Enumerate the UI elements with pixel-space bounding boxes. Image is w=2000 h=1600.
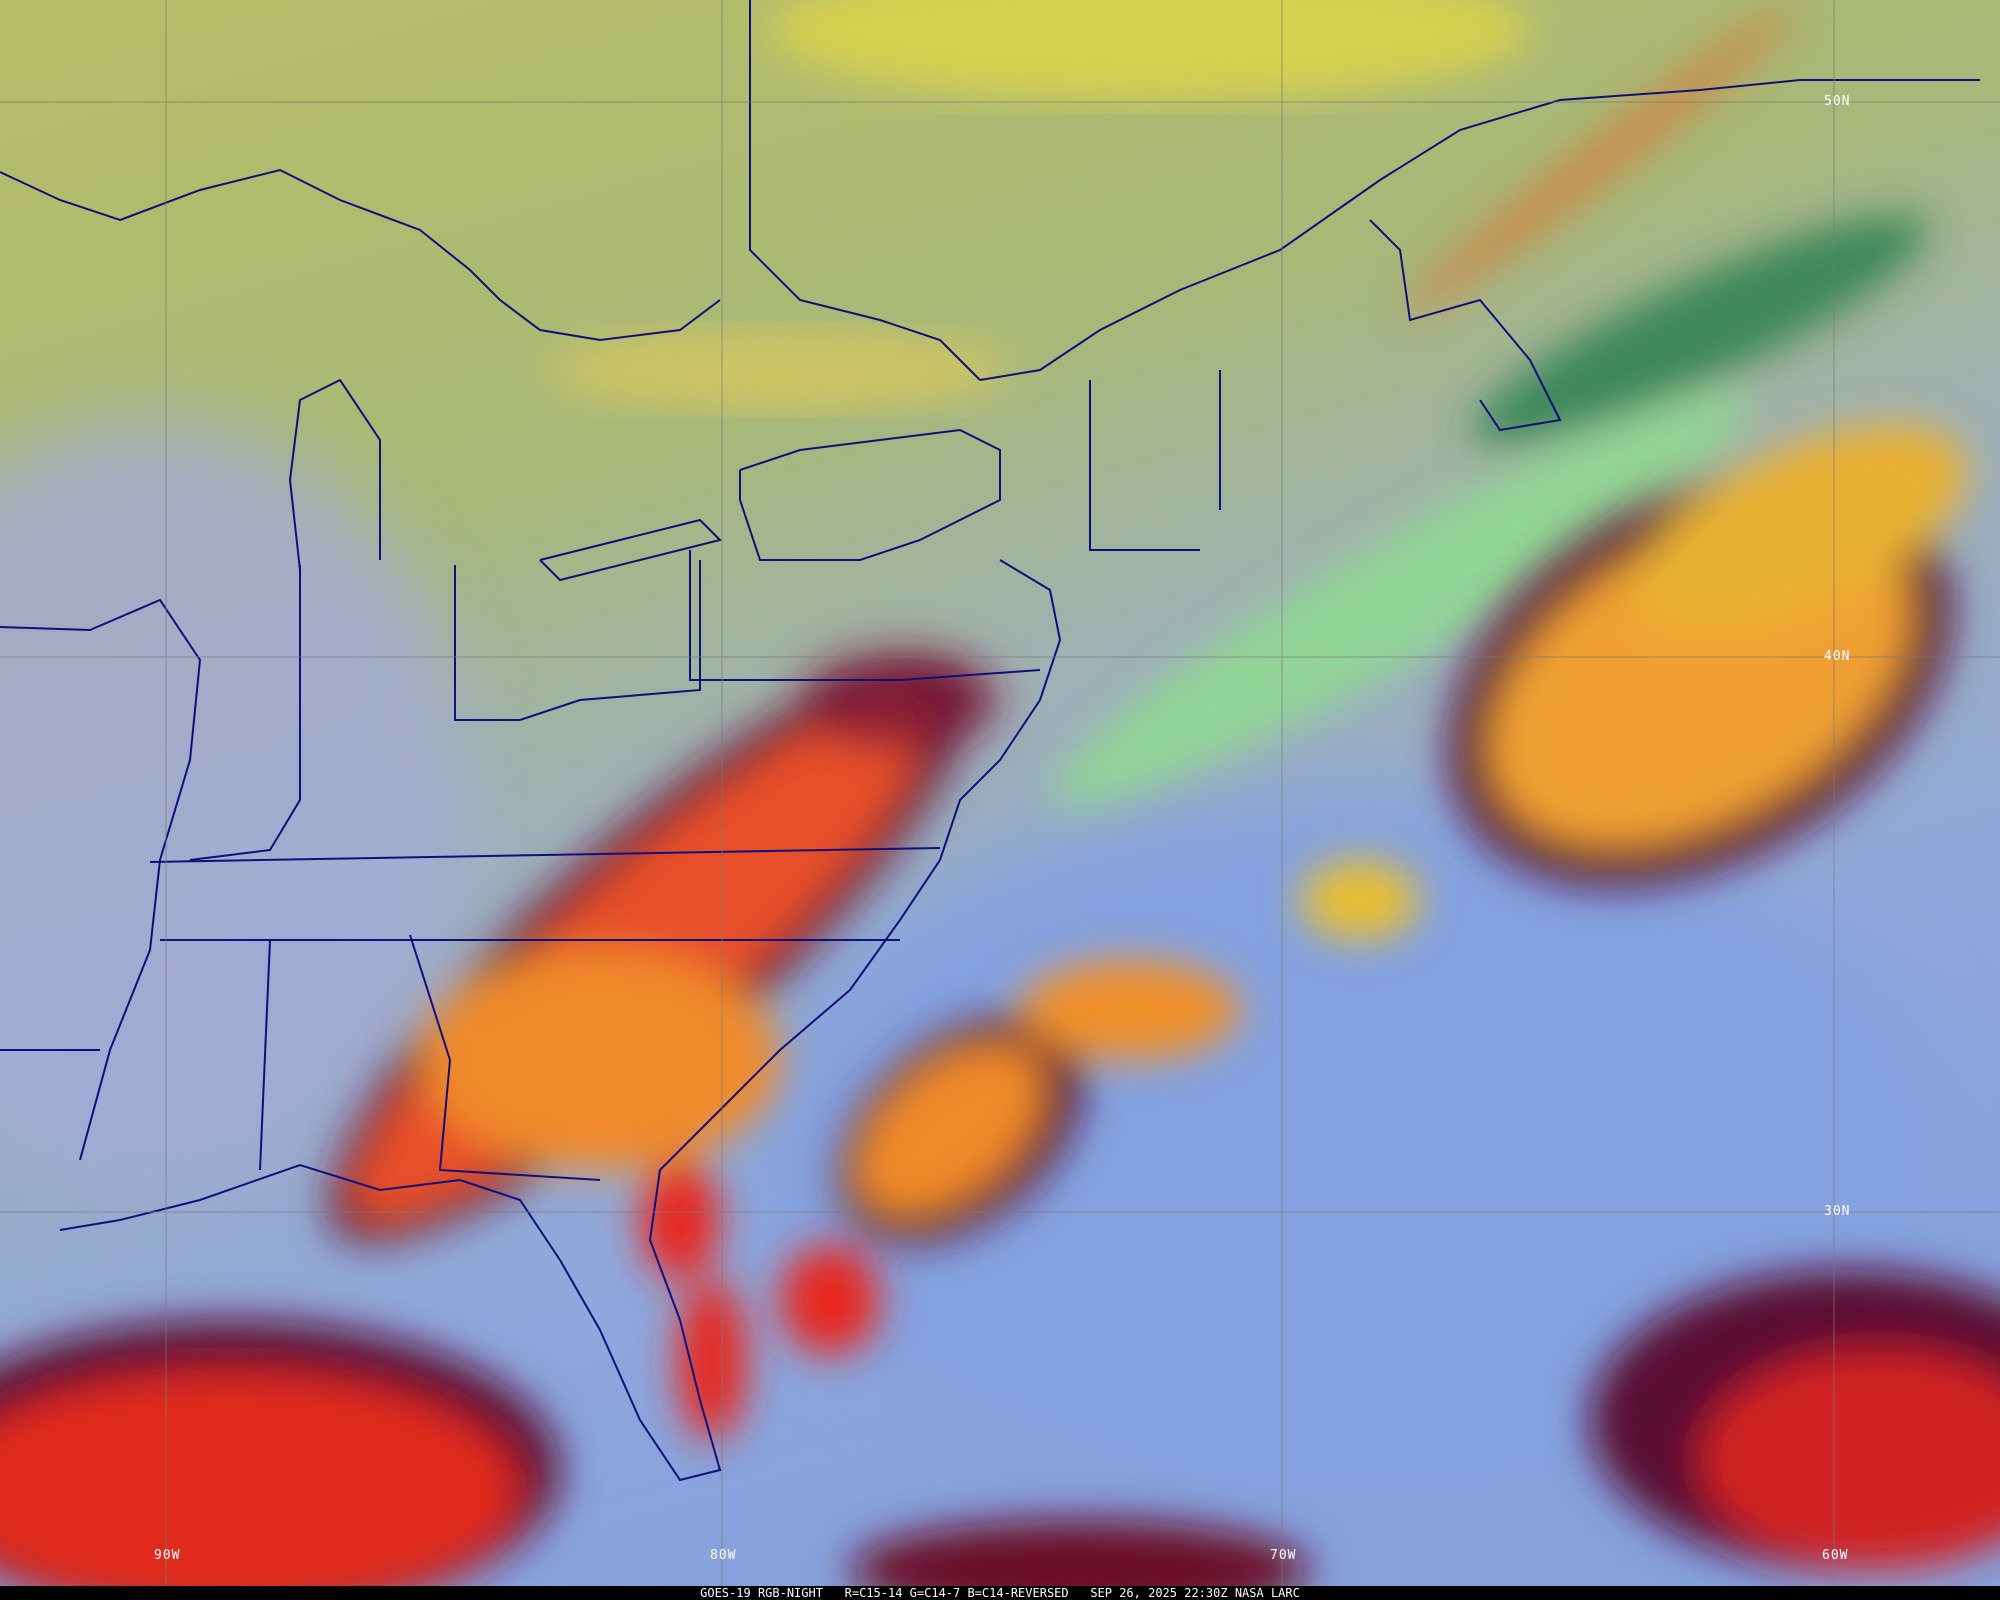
caption-recipe: R=C15-14 G=C14-7 B=C14-REVERSED	[844, 1586, 1069, 1600]
lat-label-40n: 40N	[1824, 649, 1851, 664]
lon-label-90w: 90W	[154, 1548, 181, 1563]
storm-clouds	[0, 424, 2000, 1600]
cloud-lakes	[550, 330, 1010, 410]
cloud-north	[770, 0, 1530, 100]
low-cloud-band	[1052, 5, 1928, 807]
caption-product: RGB-NIGHT	[757, 1586, 823, 1600]
political-boundaries	[0, 0, 1980, 1482]
caption-satellite: GOES-19	[700, 1586, 751, 1600]
lon-label-80w: 80W	[710, 1548, 737, 1563]
image-caption: GOES-19 RGB-NIGHT R=C15-14 G=C14-7 B=C14…	[0, 1586, 2000, 1600]
lat-label-50n: 50N	[1824, 94, 1851, 109]
lon-label-70w: 70W	[1270, 1548, 1297, 1563]
lon-label-60w: 60W	[1822, 1548, 1849, 1563]
clear-land-west	[0, 420, 470, 1180]
caption-source: NASA LARC	[1234, 1586, 1300, 1600]
caption-datetime: SEP 26, 2025 22:30Z	[1090, 1586, 1228, 1600]
lat-label-30n: 30N	[1824, 1204, 1851, 1219]
